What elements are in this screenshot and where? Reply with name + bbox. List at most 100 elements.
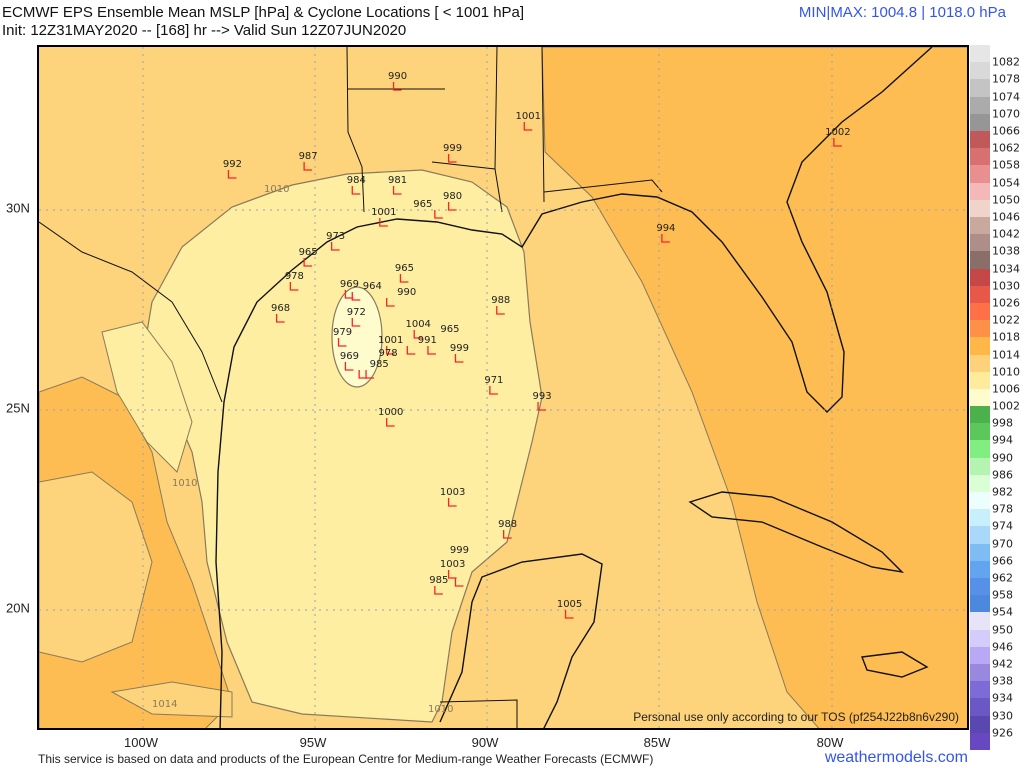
colorbar-label: 1026: [992, 296, 1020, 310]
colorbar-swatch: [970, 664, 990, 682]
cyclone-pressure-label: 968: [271, 303, 290, 314]
cyclone-pressure-label: 980: [443, 191, 462, 202]
colorbar-label: 938: [992, 674, 1013, 688]
low-pressure-l-icon: [434, 586, 443, 595]
cyclone-marker: 991: [406, 335, 437, 355]
cyclone-pressure-label: 1004: [405, 319, 430, 330]
cyclone-pressure-label: 1002: [825, 127, 850, 138]
colorbar-label: 986: [992, 468, 1013, 482]
cyclone-pressure-label: 978: [378, 348, 397, 359]
colorbar-label: 954: [992, 605, 1013, 619]
x-tick-label: 90W: [471, 735, 499, 750]
colorbar-swatch: [970, 457, 990, 476]
footer-credit: This service is based on data and produc…: [38, 752, 654, 766]
brand-link[interactable]: weathermodels.com: [824, 749, 968, 766]
cyclone-pressure-label: 971: [484, 375, 503, 386]
cyclone-marker: 999: [443, 143, 462, 163]
colorbar-label: 1022: [992, 313, 1020, 327]
cyclone-pressure-label: 991: [418, 335, 437, 346]
colorbar-label: 1070: [992, 107, 1020, 121]
cyclone-pressure-label: 1001: [371, 207, 396, 218]
cyclone-marker: 990: [388, 71, 407, 91]
colorbar-swatch: [970, 629, 990, 648]
colorbar-label: 966: [992, 554, 1013, 568]
colorbar-swatch: [970, 79, 990, 98]
colorbar-label: 1038: [992, 244, 1020, 258]
cyclone-markers: 990 1001 1002 992 987 999 984 981 980 965 1001 994 9…: [223, 71, 851, 619]
cyclone-pressure-label: 1003: [440, 559, 465, 570]
x-tick-label: 80W: [816, 735, 844, 750]
colorbar-swatch: [970, 646, 990, 665]
colorbar-swatch: [970, 440, 990, 459]
colorbar-label: 930: [992, 709, 1013, 723]
colorbar-swatch: [970, 354, 990, 373]
cyclone-marker: 972: [347, 307, 366, 327]
cyclone-pressure-label: 1001: [516, 111, 541, 122]
colorbar-label: 1074: [992, 90, 1020, 104]
cyclone-marker: 999: [450, 343, 469, 363]
colorbar-label: 1062: [992, 141, 1020, 155]
colorbar-label: 926: [992, 726, 1013, 740]
colorbar-label: 1002: [992, 399, 1020, 413]
cyclone-marker: 965: [427, 324, 460, 355]
colorbar-label: 950: [992, 623, 1013, 637]
colorbar-label: 978: [992, 502, 1013, 516]
y-tick-label: 30N: [6, 200, 30, 216]
colorbar-label: 974: [992, 519, 1013, 533]
colorbar-swatch: [970, 388, 990, 407]
cyclone-marker: 965: [395, 263, 414, 283]
cyclone-marker: 987: [299, 151, 318, 171]
tos-note: Personal use only according to our TOS (…: [633, 710, 959, 724]
low-pressure-l-icon: [386, 346, 395, 355]
low-pressure-l-icon: [434, 210, 443, 219]
colorbar-swatch: [970, 302, 990, 321]
low-pressure-l-icon: [303, 258, 313, 267]
pressure-band-1010-1014-west-pocket: [39, 471, 153, 663]
low-pressure-l-icon: [447, 498, 457, 507]
map-panel[interactable]: 1010 1010 1014 1010 990 1001 1002 992 987 999…: [37, 45, 969, 730]
colorbar-swatch: [970, 337, 990, 355]
map-canvas: 1010 1010 1014 1010 990 1001 1002 992 987 999…: [39, 47, 967, 728]
colorbar-swatch: [970, 96, 990, 115]
pressure-band-1002-1006: [331, 286, 383, 388]
low-pressure-l-icon: [489, 386, 498, 395]
cyclone-pressure-label: 969: [340, 279, 359, 290]
colorbar-label: 1030: [992, 279, 1020, 293]
cyclone-marker: 973: [326, 231, 345, 251]
cyclone-pressure-label: 985: [429, 575, 448, 586]
graticule: [39, 47, 967, 728]
low-pressure-l-icon: [413, 330, 423, 339]
cyclone-pressure-label: 969: [340, 351, 359, 362]
colorbar-swatch: [970, 285, 990, 304]
low-pressure-l-icon: [379, 218, 388, 227]
low-pressure-l-icon: [337, 338, 347, 347]
colorbar-swatch: [970, 612, 990, 631]
cyclone-marker: 969: [340, 279, 359, 299]
low-pressure-l-icon: [227, 170, 237, 179]
contour-label: 1014: [152, 699, 177, 710]
low-pressure-l-icon: [386, 298, 395, 307]
cyclone-pressure-label: 1005: [557, 599, 582, 610]
low-pressure-l-icon: [351, 318, 361, 327]
init-valid-time: Init: 12Z31MAY2020 -- [168] hr --> Valid…: [2, 22, 407, 39]
x-tick-label: 85W: [643, 735, 671, 750]
low-pressure-l-icon: [447, 570, 457, 579]
cyclone-pressure-label: 973: [326, 231, 345, 242]
cyclone-pressure-label: 965: [299, 247, 318, 258]
colorbar-label: 982: [992, 485, 1013, 499]
cyclone-marker: 1001: [378, 335, 403, 355]
cyclone-marker: 990: [386, 287, 416, 307]
cyclone-pressure-label: 981: [388, 175, 407, 186]
colorbar-swatch: [970, 578, 990, 596]
cyclone-marker: 992: [223, 159, 242, 179]
colorbar-label: 990: [992, 451, 1013, 465]
colorbar-swatch: [970, 543, 990, 562]
colorbar-swatch: [970, 182, 990, 201]
colorbar: [970, 45, 990, 751]
low-pressure-l-icon: [537, 402, 547, 411]
colorbar-swatch: [970, 45, 990, 63]
low-pressure-l-icon: [351, 186, 361, 195]
colorbar-label: 942: [992, 657, 1013, 671]
cyclone-pressure-label: 999: [443, 143, 462, 154]
low-pressure-l-icon: [275, 314, 285, 323]
